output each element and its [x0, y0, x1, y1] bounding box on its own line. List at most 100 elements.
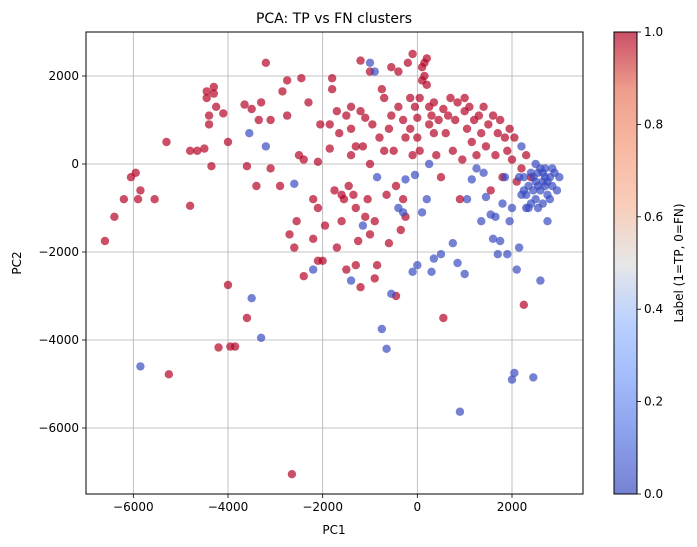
tp-point — [462, 124, 472, 133]
tp-point — [150, 195, 159, 204]
tp-point — [313, 203, 323, 213]
tp-point — [133, 195, 143, 204]
fn-point — [491, 212, 500, 221]
fn-point — [408, 267, 417, 276]
tp-point — [365, 230, 375, 239]
tp-point — [202, 93, 211, 103]
tp-point — [332, 107, 342, 116]
tp-point — [327, 85, 337, 94]
tp-point — [256, 98, 266, 107]
tp-point — [484, 120, 493, 129]
tp-point — [500, 133, 510, 142]
tp-point — [349, 190, 358, 199]
fn-point — [417, 208, 427, 217]
tp-point — [164, 370, 174, 379]
fn-point — [346, 276, 356, 285]
tp-point — [384, 239, 394, 248]
tp-point — [486, 186, 495, 195]
fn-point — [436, 250, 446, 259]
fn-point — [507, 203, 517, 213]
y-tick-label: −6000 — [38, 421, 79, 435]
fn-point — [538, 199, 547, 208]
tp-point — [422, 54, 431, 63]
tp-point — [131, 168, 140, 177]
fn-point — [555, 173, 564, 182]
tp-point — [313, 157, 323, 166]
tp-point — [389, 146, 398, 155]
tp-point — [415, 146, 424, 155]
y-tick-label: 2000 — [48, 69, 79, 83]
fn-point — [377, 324, 387, 334]
tp-point — [451, 115, 460, 125]
tp-point — [242, 313, 252, 323]
tp-point — [327, 74, 337, 83]
fn-point — [498, 199, 507, 208]
tp-point — [481, 142, 491, 151]
tp-point — [292, 217, 301, 226]
tp-point — [429, 129, 439, 138]
fn-point — [529, 173, 538, 182]
tp-point — [342, 111, 351, 120]
y-tick-label: 0 — [71, 157, 79, 171]
fn-point — [477, 217, 486, 226]
fn-point — [427, 267, 436, 276]
tp-point — [351, 203, 360, 213]
colorbar — [613, 31, 638, 495]
tp-point — [278, 87, 287, 96]
tp-point — [448, 146, 458, 155]
tp-point — [346, 124, 356, 133]
fn-point — [545, 195, 555, 204]
fn-point — [503, 250, 512, 259]
fn-point — [552, 186, 562, 195]
tp-point — [446, 93, 455, 103]
tp-point — [242, 162, 252, 171]
tp-point — [335, 129, 344, 138]
fn-point — [424, 159, 434, 169]
tp-point — [309, 234, 318, 243]
tp-point — [325, 120, 334, 129]
tp-point — [401, 133, 410, 142]
tp-point — [391, 181, 401, 191]
tp-point — [185, 201, 195, 210]
tp-point — [398, 195, 408, 204]
fn-point — [462, 195, 472, 204]
tp-point — [422, 80, 431, 90]
fn-point — [290, 179, 299, 188]
colorbar-tick-label: 0.4 — [644, 302, 663, 316]
x-axis-ticks: −6000 −4000 −2000 0 2000 — [113, 494, 527, 514]
fn-point — [512, 265, 521, 274]
tp-point — [488, 111, 498, 120]
tp-point — [372, 261, 382, 270]
tp-point — [209, 89, 218, 98]
tp-point — [344, 181, 353, 191]
fn-point — [533, 181, 543, 191]
tp-point — [408, 151, 417, 160]
tp-point — [287, 470, 297, 479]
tp-point — [370, 274, 379, 283]
tp-point — [309, 195, 318, 204]
colorbar-tick-label: 0.8 — [644, 117, 663, 131]
fn-point — [358, 221, 368, 230]
x-tick-label: −4000 — [208, 500, 249, 514]
tp-point — [439, 104, 448, 114]
tp-point — [356, 56, 365, 65]
tp-point — [427, 111, 436, 120]
tp-point — [353, 236, 363, 246]
data-points — [100, 49, 564, 479]
x-tick-label: 2000 — [497, 500, 528, 514]
fn-point — [382, 344, 391, 353]
tp-point — [100, 236, 110, 246]
fn-point — [522, 190, 531, 199]
tp-point — [406, 93, 415, 103]
tp-point — [519, 300, 529, 309]
tp-point — [380, 146, 389, 155]
tp-point — [441, 129, 450, 138]
colorbar-tick-label: 0.0 — [644, 487, 663, 501]
fn-point — [387, 289, 396, 298]
tp-point — [185, 146, 195, 155]
tp-point — [439, 313, 448, 323]
tp-point — [356, 107, 365, 116]
tp-point — [413, 113, 422, 123]
fn-point — [136, 362, 145, 371]
fn-point — [543, 177, 552, 186]
